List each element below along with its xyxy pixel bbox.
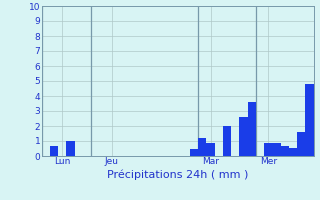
Bar — [198, 138, 206, 156]
Bar — [305, 84, 314, 156]
Bar — [264, 143, 272, 156]
Bar — [190, 148, 198, 156]
Bar — [281, 146, 289, 156]
Bar — [297, 132, 305, 156]
Bar — [66, 141, 75, 156]
Bar — [223, 126, 231, 156]
Bar — [206, 143, 215, 156]
Bar — [239, 117, 248, 156]
Bar — [272, 142, 281, 156]
Bar — [248, 102, 256, 156]
X-axis label: Précipitations 24h ( mm ): Précipitations 24h ( mm ) — [107, 169, 248, 180]
Bar — [50, 146, 58, 156]
Bar — [289, 148, 297, 156]
